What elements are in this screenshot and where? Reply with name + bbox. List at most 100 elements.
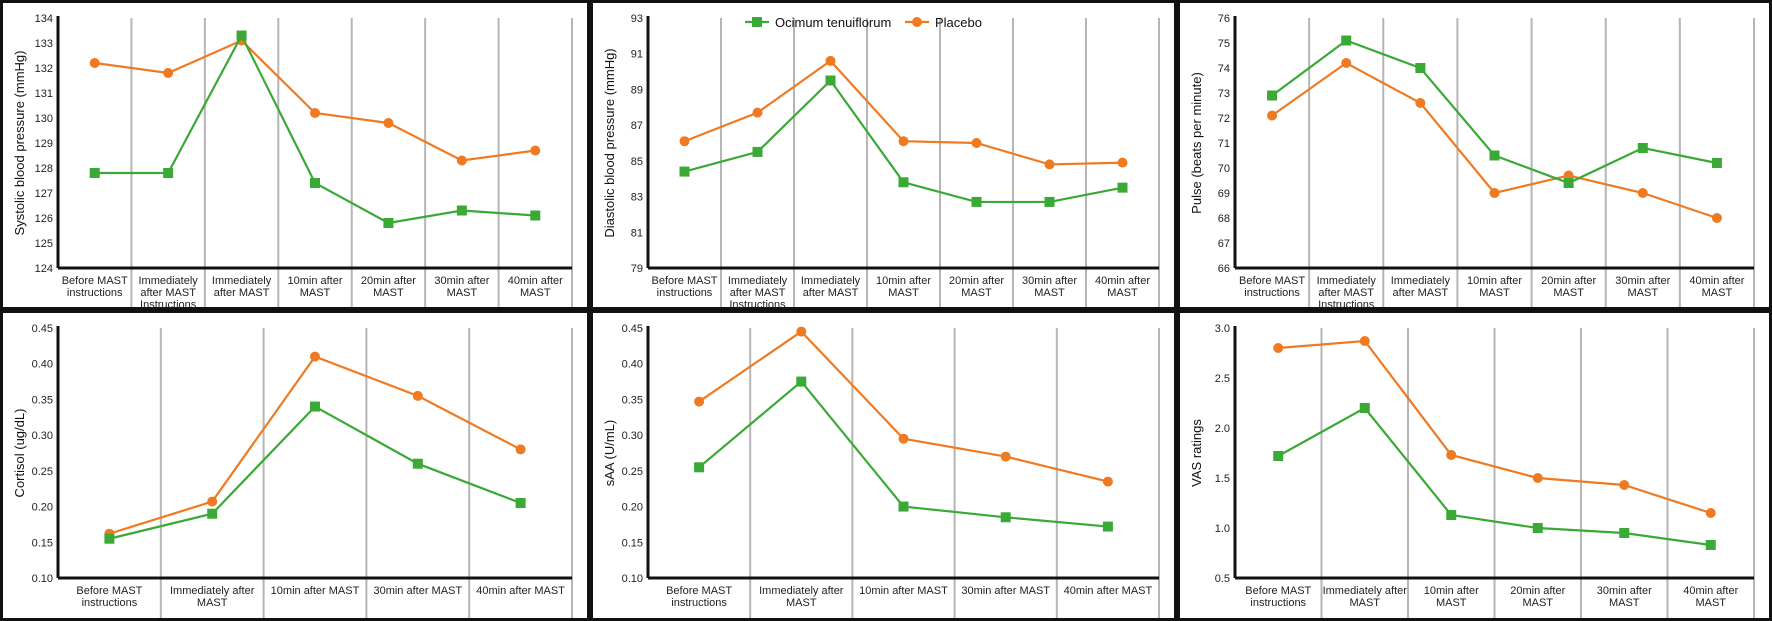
y-tick-label: 67 (1218, 238, 1230, 250)
placebo-point (971, 138, 982, 148)
x-tick-label: Immediately after MAST Instructions (1317, 275, 1377, 311)
y-tick-label: 0.40 (32, 359, 53, 371)
x-tick-label-line: Immediately after (759, 585, 844, 597)
x-tick-label: 40min after MAST (476, 585, 565, 597)
placebo-point (456, 155, 467, 166)
y-tick-label: 81 (631, 227, 643, 239)
y-tick-label: 0.45 (32, 323, 53, 335)
x-tick-label-line: MAST (888, 287, 919, 299)
placebo-point (898, 433, 909, 444)
ocimum-point (515, 498, 526, 508)
placebo-point (796, 326, 807, 337)
ocimum-point (1359, 403, 1370, 413)
legend-placebo-label: Placebo (935, 15, 982, 30)
x-tick-label-line: MAST (1479, 287, 1510, 299)
panel-4: 0.10 0.15 0.20 0.25 0.30 0.35 0.40 0.45 Cortisol… (0, 310, 590, 621)
placebo-point (1000, 451, 1011, 462)
x-tick-label-line: MAST (1107, 287, 1138, 299)
placebo-point (1637, 188, 1648, 198)
x-tick-label-line: MAST (197, 597, 228, 609)
placebo-point (898, 136, 909, 147)
placebo-point (694, 396, 705, 407)
x-tick-label-line: 20min after (361, 275, 416, 287)
y-tick-label: 133 (35, 38, 53, 50)
x-tick-label-line: MAST (1349, 597, 1380, 609)
ocimum-point (1044, 196, 1055, 207)
y-tick-label: 124 (35, 263, 53, 275)
x-tick-label: 40min after MAST (1095, 275, 1150, 299)
x-tick-label: Immediately after MAST (1391, 275, 1451, 299)
x-tick-label-line: 40min after (1683, 585, 1738, 597)
ocimum-point (1637, 143, 1648, 153)
x-tick-label: Immediately after MAST (801, 275, 861, 299)
x-tick-label-line: after MAST (730, 287, 786, 299)
ocimum-point (89, 168, 100, 178)
ocimum-point (310, 178, 320, 188)
ocimum-point (752, 146, 763, 157)
y-tick-label: 93 (631, 13, 643, 25)
x-tick-label: 30min after MAST (961, 585, 1050, 597)
x-tick-label-line: 10min after (1467, 275, 1522, 287)
y-tick-label: 79 (631, 263, 643, 275)
y-tick-label: 73 (1218, 88, 1230, 100)
x-tick-label: Before MAST instructions (1245, 585, 1311, 609)
x-tick-label: Immediately after MAST Instructions (138, 275, 198, 311)
ocimum-line (1277, 406, 1711, 547)
x-tick-label-line: 40min after MAST (1064, 585, 1153, 597)
y-tick-label: 76 (1218, 13, 1230, 25)
ocimum-point (1532, 523, 1543, 533)
x-tick-label-line: 30min after (1022, 275, 1077, 287)
y-tick-label: 126 (35, 213, 53, 225)
ocimum-line (109, 405, 521, 540)
ocimum-point (1117, 182, 1128, 193)
y-tick-label: 0.10 (32, 573, 53, 585)
x-tick-label: 10min after MAST (876, 275, 931, 299)
x-tick-label: 10min after MAST (271, 585, 360, 597)
y-tick-label: 129 (35, 138, 53, 150)
x-tick-label-line: Before MAST (76, 585, 142, 597)
ocimum-point (412, 458, 423, 469)
x-tick-label: 20min after MAST (1510, 585, 1565, 609)
y-tick-label: 128 (35, 163, 53, 175)
x-tick-label-line: 30min after (1615, 275, 1670, 287)
placebo-point (1489, 188, 1500, 198)
y-tick-label: 0.25 (32, 466, 53, 478)
placebo-point (1044, 159, 1055, 170)
ocimum-point (236, 30, 247, 41)
placebo-point (310, 351, 320, 362)
x-tick-label-line: instructions (1244, 287, 1300, 299)
x-tick-label: 40min after MAST (1683, 585, 1738, 609)
x-tick-label-line: Before MAST (1245, 585, 1311, 597)
y-tick-label: 89 (631, 84, 643, 96)
placebo-point (1415, 98, 1426, 108)
x-tick-label-line: MAST (520, 287, 551, 299)
ocimum-point (898, 501, 909, 512)
x-tick-label: Immediately after MAST (170, 585, 255, 609)
placebo-point (1446, 450, 1457, 460)
x-tick-label-line: MAST (1609, 597, 1640, 609)
y-tick-label: 3.0 (1215, 323, 1230, 335)
x-tick-label-line: 30min after MAST (373, 585, 462, 597)
x-tick-label-line: Before MAST (666, 585, 732, 597)
y-tick-label: 2.5 (1215, 373, 1230, 385)
x-tick-label-line: after MAST (214, 287, 270, 299)
ocimum-point (310, 401, 320, 412)
x-tick-label-line: 40min after (508, 275, 563, 287)
y-tick-label: 0.25 (622, 466, 643, 478)
placebo-point (412, 390, 423, 401)
y-tick-label: 85 (631, 156, 643, 168)
ocimum-point (898, 177, 909, 188)
y-tick-label: 75 (1218, 38, 1230, 50)
y-tick-label: 0.15 (622, 537, 643, 549)
y-tick-label: 0.30 (622, 430, 643, 442)
x-tick-label: Before MAST instructions (666, 585, 732, 609)
ocimum-point (1341, 35, 1352, 46)
x-tick-label-line: Before MAST (651, 275, 717, 287)
x-tick-label-line: 20min after (1510, 585, 1565, 597)
y-tick-label: 83 (631, 192, 643, 204)
ocimum-point (1102, 521, 1113, 532)
legend: Ocimum tenuiflorum Placebo (745, 15, 982, 30)
x-tick-label-line: after MAST (140, 287, 196, 299)
placebo-point (163, 68, 174, 78)
x-tick-label: 30min after MAST (434, 275, 489, 299)
